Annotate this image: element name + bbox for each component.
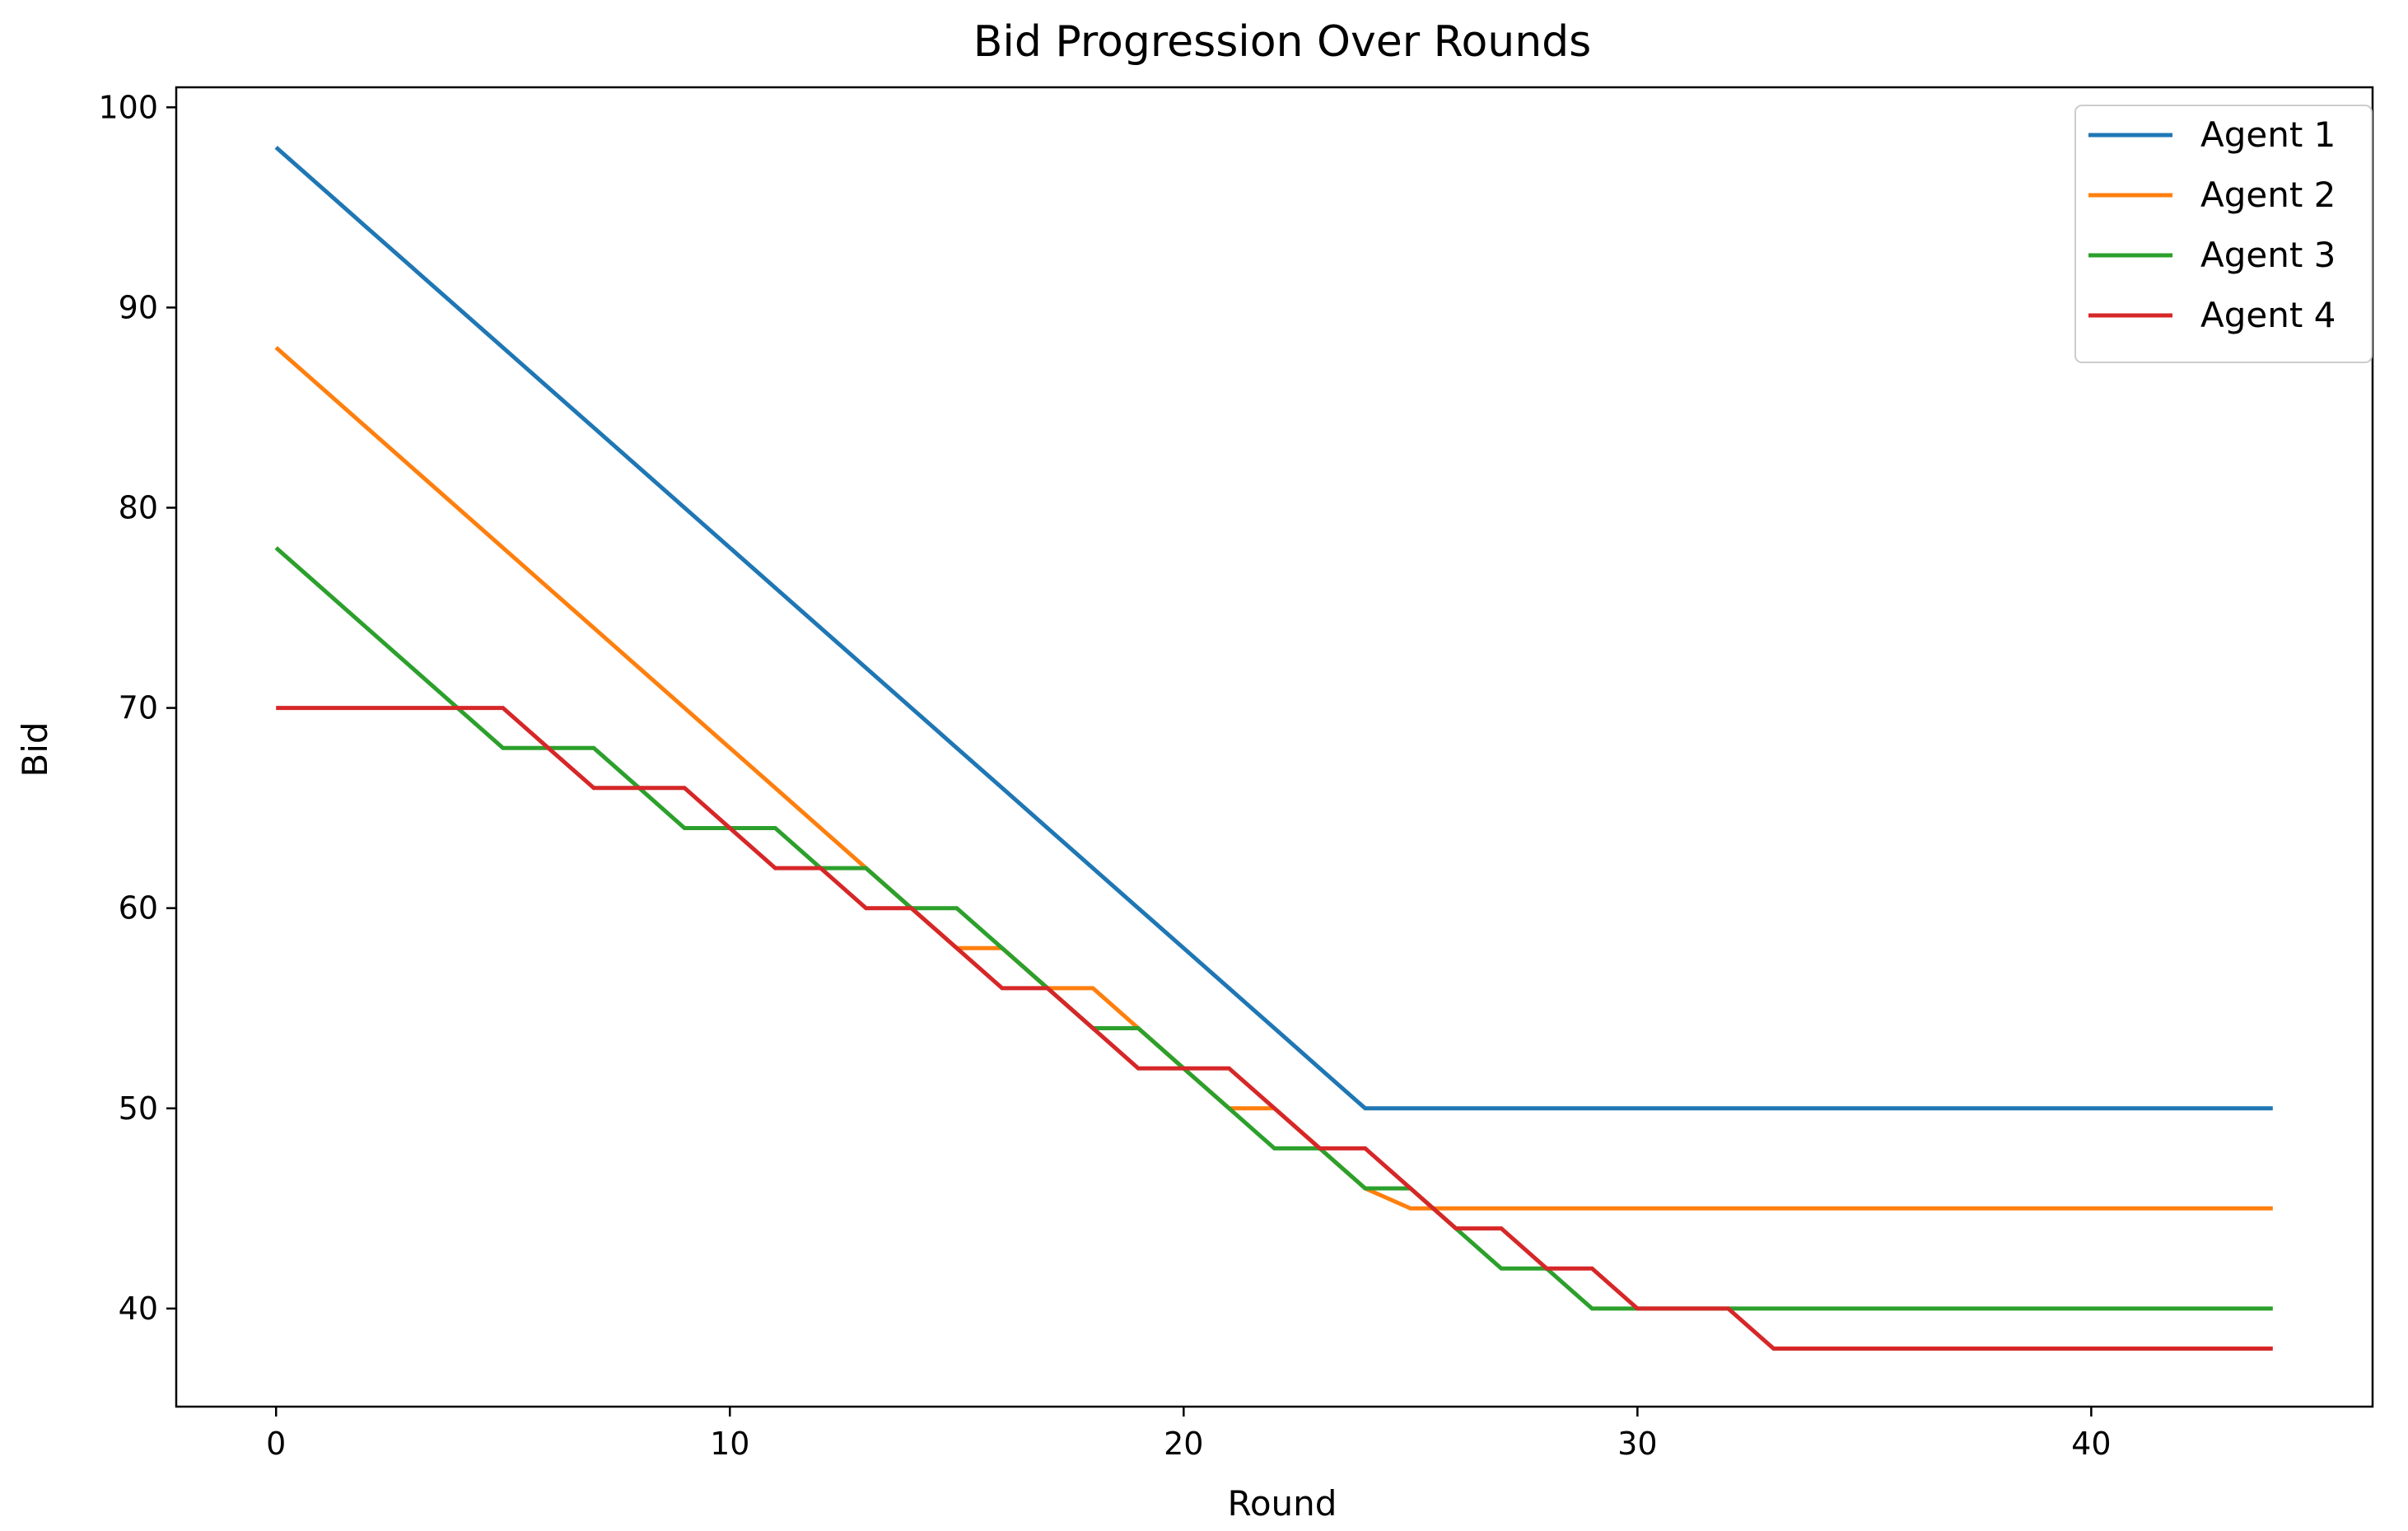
chart-title: Bid Progression Over Rounds	[973, 17, 1592, 67]
legend: Agent 1 Agent 2 Agent 3 Agent 4	[2074, 105, 2373, 363]
x-tick-label: 40	[2071, 1426, 2111, 1462]
y-tick-label: 60	[119, 890, 158, 927]
x-axis-label: Round	[1228, 1483, 1337, 1524]
legend-label-agent-1: Agent 1	[2200, 114, 2336, 155]
y-tick-label: 80	[119, 490, 158, 526]
legend-label-agent-4: Agent 4	[2200, 295, 2336, 335]
x-tick-label: 10	[710, 1426, 749, 1462]
x-tick-label: 0	[266, 1426, 286, 1462]
y-tick-label: 70	[119, 690, 158, 726]
series-layer	[274, 146, 2273, 1351]
plot-frame	[175, 86, 2374, 1408]
series-line-agent-2	[274, 346, 2273, 1211]
y-tick-label: 90	[119, 289, 158, 325]
series-line-agent-1	[274, 146, 2273, 1111]
legend-label-agent-3: Agent 3	[2200, 235, 2336, 275]
y-tick-label: 50	[119, 1090, 158, 1127]
y-tick-label: 40	[119, 1291, 158, 1327]
legend-box	[2074, 105, 2373, 363]
y-axis-label: Bid	[15, 721, 55, 777]
x-tick-label: 30	[1617, 1426, 1657, 1462]
legend-label-agent-2: Agent 2	[2200, 175, 2336, 215]
x-tick-label: 20	[1164, 1426, 1203, 1462]
y-tick-label: 100	[98, 89, 158, 125]
series-line-agent-4	[276, 706, 2273, 1351]
y-axis: 40 50 60 70 80 90 100	[98, 89, 176, 1327]
x-axis: 0 10 20 30 40	[266, 1407, 2112, 1462]
series-line-agent-3	[274, 546, 2273, 1311]
